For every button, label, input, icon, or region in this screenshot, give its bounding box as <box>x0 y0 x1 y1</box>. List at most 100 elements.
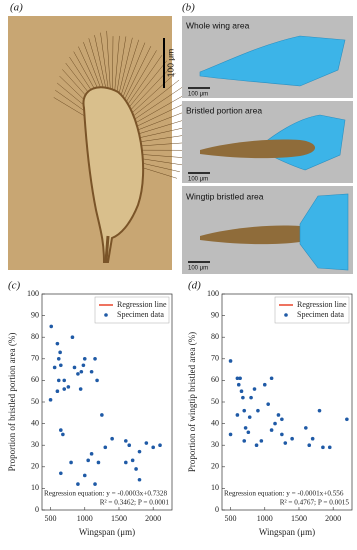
bristle <box>106 30 111 89</box>
data-point <box>262 382 267 387</box>
bristle <box>138 110 188 131</box>
bristled-area <box>200 139 316 159</box>
bristle <box>139 154 185 158</box>
bristle <box>133 79 180 116</box>
data-point <box>242 439 247 443</box>
y-tick-label: 70 <box>31 354 39 363</box>
scale-label: 100 μm <box>165 49 175 78</box>
wingtip-area <box>299 193 349 271</box>
legend-label: Regression line <box>117 300 167 309</box>
y-tick-label: 10 <box>31 483 39 492</box>
bristle <box>136 94 185 123</box>
legend-label: Specimen data <box>297 310 344 319</box>
data-point <box>59 471 63 476</box>
y-tick-label: 0 <box>215 505 219 514</box>
bristle <box>125 50 157 103</box>
data-point <box>100 413 104 417</box>
data-point <box>280 432 284 437</box>
bristle <box>118 37 133 96</box>
data-point <box>93 482 97 486</box>
image-title: Whole wing area <box>186 20 250 30</box>
bristle <box>139 134 189 143</box>
y-tick-label: 70 <box>211 354 219 363</box>
data-point <box>307 443 312 448</box>
data-point <box>137 449 142 454</box>
bristle <box>122 42 146 99</box>
data-point <box>59 363 63 368</box>
data-point <box>304 426 308 430</box>
x-axis-label: Wingspan (μm) <box>79 527 135 537</box>
data-point <box>266 402 270 406</box>
annotation: R² = 0.3462; P = 0.0001 <box>100 499 170 507</box>
legend-label: Specimen data <box>117 310 164 319</box>
annotation: R² = 0.4767; P = 0.0015 <box>280 499 350 507</box>
data-point <box>151 445 155 450</box>
data-point <box>56 357 61 361</box>
data-point <box>247 415 252 419</box>
y-tick-label: 80 <box>31 332 39 341</box>
bristle <box>78 46 101 94</box>
data-point <box>58 350 62 355</box>
data-point <box>290 436 294 441</box>
bristle <box>137 102 187 127</box>
panel-label: (c) <box>8 280 21 292</box>
y-tick-label: 0 <box>35 505 39 514</box>
y-tick-label: 40 <box>211 418 219 427</box>
bristle <box>114 35 120 95</box>
image-bristled: Bristled portion area 100 μm <box>182 101 353 183</box>
legend-box <box>94 296 170 324</box>
x-tick-label: 2000 <box>145 514 161 523</box>
bristle <box>120 39 139 97</box>
data-point <box>52 365 57 370</box>
bristle <box>53 97 89 119</box>
data-point <box>238 376 242 381</box>
data-point <box>254 443 259 448</box>
data-point <box>66 385 71 389</box>
image-title: Bristled portion area <box>186 105 262 115</box>
panel-label: (d) <box>188 280 201 292</box>
data-point <box>81 363 86 368</box>
bristle <box>88 38 105 91</box>
bristle <box>132 72 176 113</box>
data-point <box>78 387 83 391</box>
y-tick-label: 50 <box>31 397 39 406</box>
data-point <box>321 445 325 450</box>
data-point <box>130 458 135 463</box>
image-whole: Whole wing area 100 μm <box>182 16 353 98</box>
scale-label: 100 μm <box>188 92 208 98</box>
data-point <box>72 365 77 370</box>
data-point <box>228 359 233 363</box>
y-tick-label: 80 <box>211 332 219 341</box>
plot-frame <box>41 293 173 511</box>
data-point <box>124 460 128 465</box>
x-tick-label: 2000 <box>325 514 341 523</box>
bristle <box>139 162 180 173</box>
data-point <box>280 417 284 422</box>
data-point <box>48 398 53 402</box>
data-point <box>93 357 97 361</box>
x-tick-label: 500 <box>45 514 57 523</box>
bristle <box>83 42 103 93</box>
data-point <box>317 408 322 413</box>
bristle <box>116 36 127 95</box>
y-axis-label: Proportion of bristled portion area (%) <box>7 333 17 472</box>
data-point <box>246 430 251 435</box>
bristle <box>127 55 163 105</box>
data-point <box>79 369 84 374</box>
wing-stalk <box>104 235 110 263</box>
y-tick-label: 60 <box>211 375 219 384</box>
data-point <box>144 441 149 445</box>
data-point <box>158 443 162 448</box>
x-tick-label: 1000 <box>257 514 273 523</box>
data-point <box>134 467 138 471</box>
data-point <box>283 441 288 445</box>
x-axis-label: Wingspan (μm) <box>259 527 315 537</box>
data-point <box>89 452 94 456</box>
wing-area <box>199 35 346 87</box>
data-point <box>310 436 315 441</box>
wing-blade <box>82 86 145 263</box>
y-tick-label: 100 <box>207 289 219 298</box>
data-point <box>86 458 90 463</box>
data-point <box>269 376 274 381</box>
